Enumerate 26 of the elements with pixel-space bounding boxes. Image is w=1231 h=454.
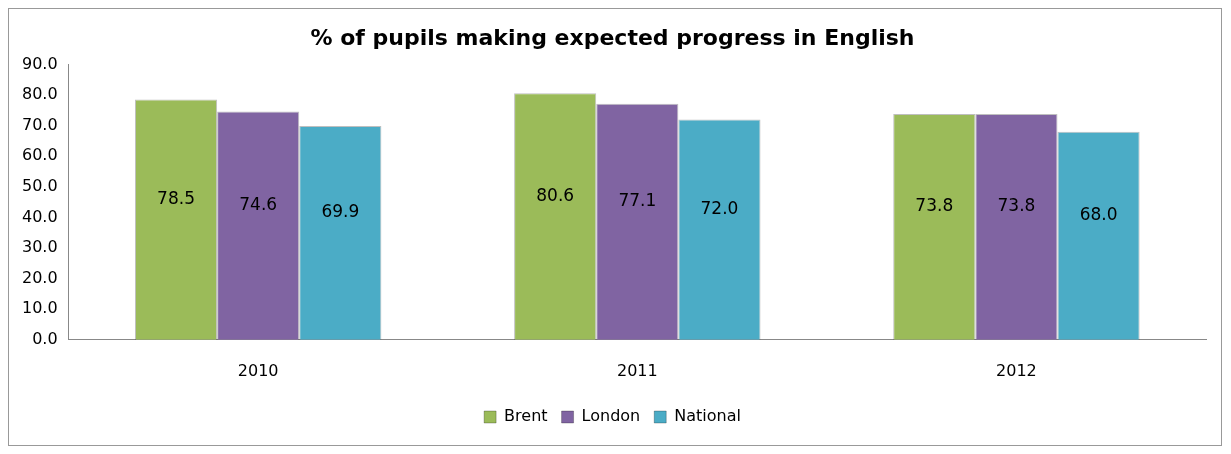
- y-tick-label: 30.0: [22, 237, 58, 257]
- x-tick-label: 2011: [616, 360, 658, 380]
- data-label: 69.9: [321, 201, 360, 222]
- data-label: 74.6: [239, 194, 278, 215]
- y-tick-label: 60.0: [22, 145, 58, 165]
- y-tick-label: 50.0: [22, 175, 58, 195]
- data-label: 80.6: [536, 184, 575, 205]
- y-tick-label: 70.0: [22, 114, 58, 134]
- legend-label: London: [581, 406, 641, 426]
- data-label: 68.0: [1079, 204, 1118, 225]
- chart-title: % of pupils making expected progress in English: [310, 24, 915, 50]
- x-tick-label: 2012: [996, 360, 1037, 380]
- y-tick-label: 0.0: [32, 328, 58, 348]
- data-label: 73.8: [915, 195, 954, 216]
- data-label: 78.5: [157, 188, 195, 209]
- x-tick-label: 2010: [237, 360, 279, 380]
- legend-label: Brent: [504, 406, 548, 426]
- legend-label: National: [674, 406, 741, 426]
- y-tick-label: 90.0: [22, 53, 58, 73]
- y-tick-label: 40.0: [22, 206, 58, 226]
- data-label: 77.1: [618, 190, 657, 211]
- y-tick-label: 20.0: [22, 267, 58, 287]
- data-label: 72.0: [700, 198, 739, 219]
- y-tick-label: 80.0: [22, 84, 58, 104]
- y-tick-label: 10.0: [22, 298, 58, 318]
- data-label: 73.8: [997, 195, 1036, 216]
